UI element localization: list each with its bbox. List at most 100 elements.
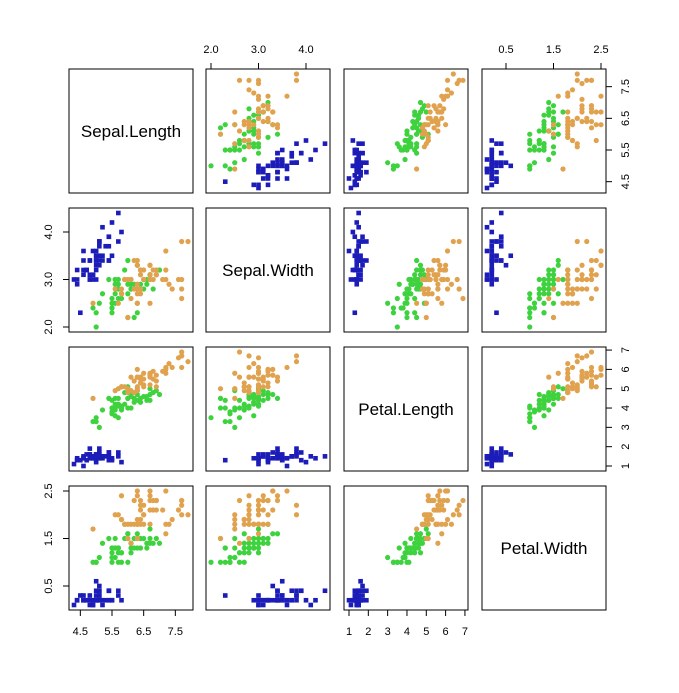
data-point-s2-p40-sepal-length-vs-sepal-width xyxy=(260,109,266,115)
data-point-s1-p36-sepal-width-vs-petal-width xyxy=(550,272,557,278)
data-point-s2-p19-petal-width-vs-sepal-length xyxy=(125,535,131,542)
data-point-s2-p46-petal-length-vs-sepal-width xyxy=(232,386,238,392)
data-point-s0-p8-sepal-width-vs-petal-width xyxy=(489,281,495,287)
data-point-s2-p24-petal-width-vs-sepal-width xyxy=(270,507,276,513)
data-point-s1-p17-petal-width-vs-petal-length xyxy=(406,559,412,565)
data-point-s2-p23-petal-length-vs-sepal-width xyxy=(241,388,247,394)
data-point-s0-p41-petal-width-vs-sepal-length xyxy=(78,593,83,598)
data-point-s2-p44-petal-width-vs-petal-length xyxy=(437,488,443,494)
data-point-s2-p19-sepal-width-vs-petal-length xyxy=(423,314,429,321)
data-point-s0-p1-sepal-width-vs-sepal-length xyxy=(90,277,96,282)
left-tick-label-petal-width: 2.5 xyxy=(43,483,55,498)
data-point-s1-p41-petal-width-vs-petal-length xyxy=(415,540,422,546)
data-point-s0-p1-sepal-length-vs-sepal-width xyxy=(256,166,261,172)
data-point-s1-p47-petal-length-vs-sepal-width xyxy=(251,399,257,405)
data-point-s2-p38-petal-length-vs-sepal-width xyxy=(255,389,262,396)
data-point-s2-p4-sepal-length-vs-petal-length xyxy=(439,115,445,121)
data-point-s1-p14-petal-width-vs-petal-length xyxy=(396,545,402,551)
data-point-s2-p35-sepal-width-vs-petal-length xyxy=(444,276,451,283)
data-point-s0-p45-petal-length-vs-sepal-length xyxy=(87,455,93,461)
data-point-s0-p23-sepal-width-vs-petal-length xyxy=(360,262,365,268)
data-point-s2-p8-sepal-width-vs-sepal-length xyxy=(147,300,153,306)
right-tick-label-petal-length: 3 xyxy=(620,424,632,430)
data-point-s1-p9-sepal-width-vs-sepal-length xyxy=(99,291,106,297)
data-point-s1-p10-sepal-width-vs-petal-width xyxy=(527,324,533,330)
data-point-s1-p0-petal-length-vs-sepal-length xyxy=(156,391,163,398)
data-point-s0-p19-petal-width-vs-sepal-width xyxy=(294,593,299,598)
data-point-s2-p43-petal-length-vs-sepal-width xyxy=(265,368,271,374)
data-point-s0-p49-petal-length-vs-sepal-width xyxy=(270,455,276,461)
data-point-s2-p22-petal-width-vs-sepal-length xyxy=(179,512,185,518)
data-point-s1-p25-petal-length-vs-sepal-length xyxy=(144,397,150,403)
data-point-s1-p23-petal-width-vs-sepal-length xyxy=(128,550,134,556)
data-point-s1-p7-sepal-width-vs-sepal-length xyxy=(90,305,96,311)
data-point-s0-p21-sepal-length-vs-sepal-width xyxy=(289,160,295,165)
data-point-s2-p14-sepal-length-vs-sepal-width xyxy=(246,137,252,144)
data-point-s2-p6-petal-width-vs-sepal-length xyxy=(90,526,96,532)
data-point-s0-p20-petal-length-vs-sepal-length xyxy=(106,450,112,455)
data-point-s1-p37-petal-width-vs-sepal-width xyxy=(222,545,228,551)
data-point-s0-p32-petal-width-vs-sepal-length xyxy=(100,602,105,608)
data-point-s2-p38-sepal-width-vs-petal-length xyxy=(419,276,426,283)
data-point-s2-p18-sepal-width-vs-petal-length xyxy=(460,295,466,302)
data-point-s2-p33-sepal-length-vs-petal-width xyxy=(550,122,557,128)
data-point-s0-p18-petal-length-vs-petal-width xyxy=(494,450,499,455)
data-point-s0-p20-sepal-length-vs-petal-length xyxy=(360,150,365,156)
data-point-s2-p17-petal-width-vs-petal-length xyxy=(456,502,462,508)
data-point-s0-p24-petal-length-vs-sepal-length xyxy=(87,446,93,451)
bottom-tick-label-sepal-length: 4.5 xyxy=(73,626,88,638)
data-point-s2-p33-petal-length-vs-petal-width xyxy=(550,384,557,390)
data-point-s2-p41-sepal-width-vs-petal-length xyxy=(425,272,431,278)
data-point-s1-p12-sepal-width-vs-petal-width xyxy=(527,314,533,321)
data-point-s1-p31-petal-length-vs-sepal-width xyxy=(227,411,233,417)
data-point-s1-p27-petal-length-vs-petal-width xyxy=(560,386,566,392)
data-point-s2-p18-sepal-width-vs-petal-width xyxy=(588,295,595,302)
data-point-s0-p24-sepal-length-vs-sepal-width xyxy=(275,169,280,175)
data-point-s1-p15-petal-width-vs-sepal-width xyxy=(260,540,266,546)
data-point-s0-p9-sepal-width-vs-petal-width xyxy=(484,272,490,278)
data-point-s2-p33-sepal-width-vs-petal-width xyxy=(550,286,557,292)
data-point-s2-p44-petal-width-vs-sepal-length xyxy=(147,488,153,494)
data-point-s2-p40-sepal-width-vs-petal-width xyxy=(593,272,599,278)
data-point-s1-p11-petal-width-vs-petal-length xyxy=(408,535,414,542)
data-point-s0-p45-sepal-width-vs-petal-length xyxy=(354,277,360,282)
data-point-s1-p36-petal-width-vs-petal-length xyxy=(417,535,424,542)
data-point-s0-p32-sepal-width-vs-sepal-length xyxy=(100,224,105,230)
data-point-s0-p15-petal-width-vs-sepal-length xyxy=(116,588,121,594)
data-point-s1-p4-sepal-length-vs-petal-width xyxy=(550,115,557,121)
data-point-s0-p48-sepal-length-vs-petal-width xyxy=(489,154,495,159)
data-point-s1-p47-petal-length-vs-petal-width xyxy=(541,399,547,405)
data-point-s2-p7-sepal-width-vs-sepal-length xyxy=(166,281,172,287)
data-point-s2-p44-sepal-length-vs-sepal-width xyxy=(270,109,276,115)
data-point-s1-p49-sepal-width-vs-petal-length xyxy=(406,286,412,292)
data-point-s2-p21-petal-length-vs-sepal-length xyxy=(112,388,118,394)
data-point-s1-p31-sepal-length-vs-petal-width xyxy=(527,147,533,153)
data-point-s2-p29-petal-width-vs-petal-length xyxy=(439,531,445,537)
data-point-s2-p49-sepal-length-vs-petal-length xyxy=(425,134,431,140)
data-point-s1-p31-sepal-width-vs-petal-width xyxy=(527,305,533,311)
data-point-s0-p14-sepal-length-vs-petal-length xyxy=(350,138,356,143)
data-point-s0-p28-sepal-length-vs-sepal-width xyxy=(275,157,280,162)
data-point-s2-p15-petal-length-vs-sepal-width xyxy=(265,380,271,386)
data-point-s0-p38-sepal-width-vs-sepal-length xyxy=(74,277,80,282)
data-point-s0-p26-sepal-width-vs-sepal-length xyxy=(93,258,99,263)
data-point-s0-p16-sepal-width-vs-petal-width xyxy=(498,234,504,240)
data-point-s2-p26-petal-length-vs-sepal-width xyxy=(246,389,252,396)
data-point-s2-p48-petal-length-vs-petal-width xyxy=(588,378,595,384)
data-point-s2-p8-petal-width-vs-sepal-width xyxy=(232,521,238,527)
data-point-s1-p42-sepal-length-vs-sepal-width xyxy=(236,137,243,144)
data-point-s2-p36-sepal-length-vs-petal-width xyxy=(593,122,599,128)
data-point-s0-p42-petal-length-vs-sepal-length xyxy=(74,457,80,463)
data-point-s0-p3-sepal-length-vs-sepal-width xyxy=(260,176,266,181)
data-point-s1-p1-petal-length-vs-sepal-width xyxy=(265,395,271,401)
data-point-s0-p43-petal-width-vs-petal-length xyxy=(358,578,363,584)
data-point-s0-p46-petal-length-vs-sepal-width xyxy=(294,452,299,457)
data-point-s0-p19-petal-width-vs-sepal-length xyxy=(97,593,102,598)
data-point-s0-p16-petal-length-vs-sepal-width xyxy=(298,457,304,463)
data-point-s2-p45-sepal-width-vs-petal-width xyxy=(588,276,595,283)
data-point-s2-p48-petal-length-vs-sepal-width xyxy=(274,378,281,384)
data-point-s0-p41-petal-length-vs-sepal-length xyxy=(78,457,83,463)
data-point-s2-p40-petal-length-vs-sepal-width xyxy=(260,374,266,380)
data-point-s1-p25-sepal-length-vs-petal-length xyxy=(412,112,418,118)
data-point-s0-p14-petal-length-vs-sepal-length xyxy=(119,459,124,465)
